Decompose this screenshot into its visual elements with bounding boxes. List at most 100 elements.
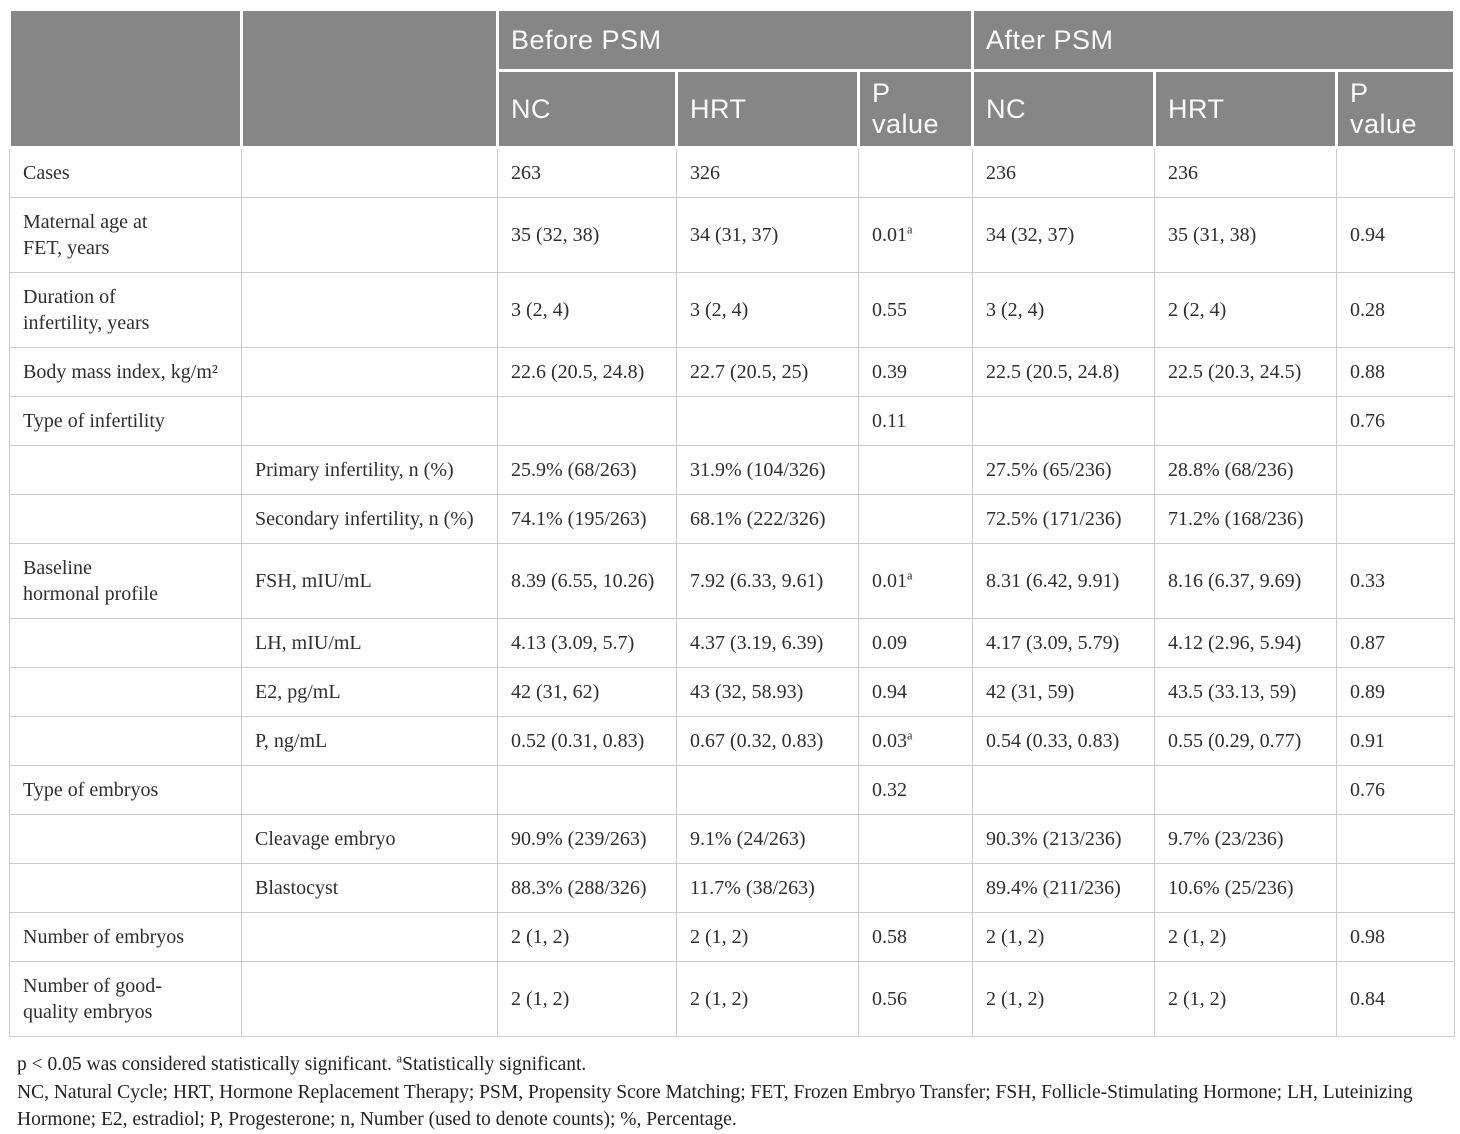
header-col-pvalue-before: P value [857,69,974,149]
value-cell: 0.76 [1335,765,1456,815]
footnote-significance: p < 0.05 was considered statistically si… [17,1051,587,1075]
value-cell: 22.6 (20.5, 24.8) [497,347,677,397]
value-cell: 74.1% (195/263) [497,494,677,544]
row-label [9,863,242,913]
value-cell: 9.1% (24/263) [676,814,859,864]
value-cell: 0.88 [1335,347,1456,397]
value-cell: 3 (2, 4) [497,272,677,348]
row-sublabel: Secondary infertility, n (%) [241,494,498,544]
value-cell: 22.7 (20.5, 25) [676,347,859,397]
value-cell [497,765,677,815]
row-sublabel [241,147,498,198]
value-cell: 90.3% (213/236) [972,814,1155,864]
value-cell [858,814,973,864]
table-row: Maternal age at FET, years 35 (32, 38) 34 … [9,197,1456,273]
row-label [9,494,242,544]
value-cell: 89.4% (211/236) [972,863,1155,913]
row-label [9,814,242,864]
table-row: Body mass index, kg/m² 22.6 (20.5, 24.8) 2… [9,347,1456,397]
value-cell: 42 (31, 59) [972,667,1155,717]
value-cell: 22.5 (20.5, 24.8) [972,347,1155,397]
value-cell: 3 (2, 4) [676,272,859,348]
row-sublabel [241,961,498,1037]
value-cell: 31.9% (104/326) [676,445,859,495]
row-sublabel [241,272,498,348]
header-columns-row: NC HRT P value NC HRT P value [10,69,1457,149]
value-cell: 0.28 [1335,272,1456,348]
value-cell: 8.16 (6.37, 9.69) [1154,543,1337,619]
value-cell: 34 (32, 37) [972,197,1155,273]
value-cell: 0.94 [1335,197,1456,273]
value-cell: 0.01a [858,197,973,273]
value-cell: 0.33 [1335,543,1456,619]
value-cell [972,765,1155,815]
value-cell: 72.5% (171/236) [972,494,1155,544]
row-sublabel: Primary infertility, n (%) [241,445,498,495]
row-label: Cases [9,147,242,198]
value-cell: 263 [497,147,677,198]
header-col-nc-before: NC [496,69,678,149]
row-sublabel: LH, mIU/mL [241,618,498,668]
value-cell: 0.89 [1335,667,1456,717]
value-cell: 0.87 [1335,618,1456,668]
table-footnotes: p < 0.05 was considered statistically si… [17,1051,1449,1134]
value-cell: 27.5% (65/236) [972,445,1155,495]
row-sublabel [241,765,498,815]
row-sublabel [241,912,498,962]
value-cell: 25.9% (68/263) [497,445,677,495]
value-cell: 9.7% (23/236) [1154,814,1337,864]
value-cell: 8.39 (6.55, 10.26) [497,543,677,619]
value-cell: 43 (32, 58.93) [676,667,859,717]
table-row: LH, mIU/mL 4.13 (3.09, 5.7) 4.37 (3.19, 6.… [9,618,1456,668]
value-cell: 7.92 (6.33, 9.61) [676,543,859,619]
value-cell [676,765,859,815]
table-row: Cleavage embryo 90.9% (239/263) 9.1% (24/2… [9,814,1456,864]
table-row: Type of embryos 0.32 0.76 [9,765,1456,815]
value-cell: 43.5 (33.13, 59) [1154,667,1337,717]
value-cell: 0.94 [858,667,973,717]
value-cell: 0.11 [858,396,973,446]
value-cell: 4.13 (3.09, 5.7) [497,618,677,668]
value-cell: 0.84 [1335,961,1456,1037]
table-row: Secondary infertility, n (%) 74.1% (195/2… [9,494,1456,544]
value-cell: 2 (1, 2) [497,961,677,1037]
header-col-hrt-after: HRT [1153,69,1338,149]
value-cell: 22.5 (20.3, 24.5) [1154,347,1337,397]
footnote-abbreviations: NC, Natural Cycle; HRT, Hormone Replacem… [17,1081,1413,1131]
value-cell [858,445,973,495]
row-label: Duration of infertility, years [9,272,242,348]
value-cell: 0.55 (0.29, 0.77) [1154,716,1337,766]
row-label [9,667,242,717]
row-sublabel: Blastocyst [241,863,498,913]
table-row: E2, pg/mL 42 (31, 62) 43 (32, 58.93) 0.94 42… [9,667,1456,717]
value-cell [1335,147,1456,198]
value-cell: 28.8% (68/236) [1154,445,1337,495]
table-row: P, ng/mL 0.52 (0.31, 0.83) 0.67 (0.32, 0.8… [9,716,1456,766]
row-sublabel: P, ng/mL [241,716,498,766]
value-cell: 4.37 (3.19, 6.39) [676,618,859,668]
value-cell: 0.76 [1335,396,1456,446]
row-sublabel: FSH, mIU/mL [241,543,498,619]
row-label: Body mass index, kg/m² [9,347,242,397]
value-cell: 0.98 [1335,912,1456,962]
value-cell: 326 [676,147,859,198]
value-cell: 11.7% (38/263) [676,863,859,913]
value-cell [1335,494,1456,544]
value-cell: 42 (31, 62) [497,667,677,717]
row-sublabel: E2, pg/mL [241,667,498,717]
value-cell: 0.56 [858,961,973,1037]
value-cell: 0.03a [858,716,973,766]
value-cell: 2 (1, 2) [497,912,677,962]
value-cell: 2 (1, 2) [676,912,859,962]
header-stub-sublabel [240,8,499,149]
table-row: Type of infertility 0.11 0.76 [9,396,1456,446]
row-label: Number of embryos [9,912,242,962]
table-body: Cases 263 326 236 236 Maternal age at FET, ye… [9,147,1456,1037]
value-cell [1154,765,1337,815]
value-cell: 4.17 (3.09, 5.79) [972,618,1155,668]
value-cell: 8.31 (6.42, 9.91) [972,543,1155,619]
value-cell: 2 (1, 2) [972,961,1155,1037]
value-cell [1335,814,1456,864]
row-sublabel: Cleavage embryo [241,814,498,864]
